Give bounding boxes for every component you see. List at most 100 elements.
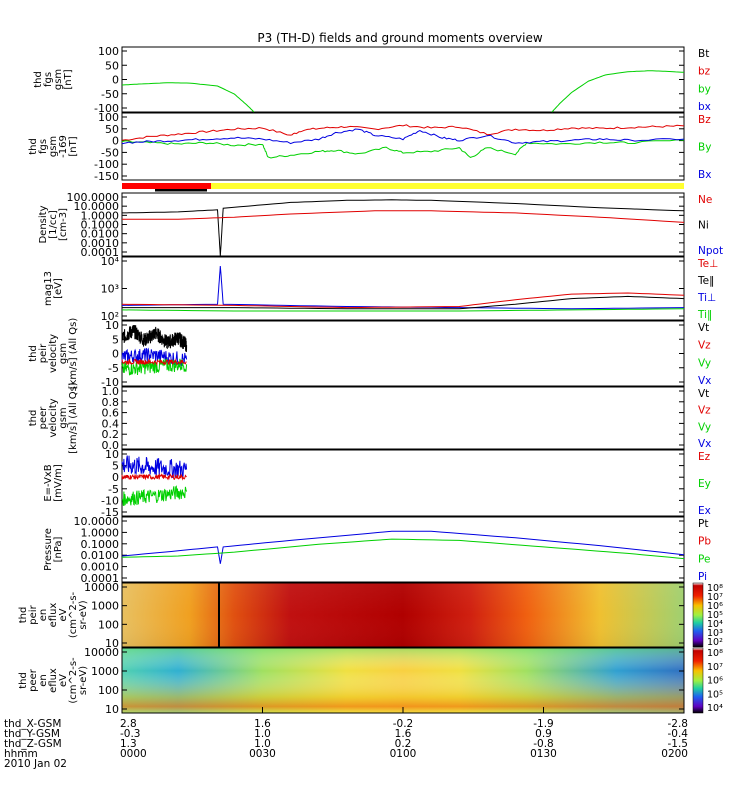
y-axis-label-line: [mV/m] — [53, 464, 64, 502]
legend-Te‖: Te‖ — [697, 275, 714, 287]
panel-frame — [121, 449, 685, 517]
y-tick-label: 10 — [105, 637, 119, 650]
panel-frame — [121, 46, 685, 113]
ion-spec-gap — [218, 583, 220, 647]
legend-Pi: Pi — [698, 571, 707, 583]
legend-Ti‖: Ti‖ — [697, 309, 712, 321]
y-tick-label: 10.0000 — [74, 515, 120, 528]
legend-Vt: Vt — [698, 322, 709, 334]
y-axis-label-line: Pressure — [43, 528, 54, 571]
y-axis-label-line: [cm-3] — [58, 208, 69, 241]
colorbar-label: 10⁷ — [707, 592, 723, 603]
series-Vt — [121, 324, 188, 352]
y-axis-label: thdpeerenefluxeV(cm^2-s-sr-eV) — [18, 657, 89, 704]
y-axis-label-line: gsm — [58, 343, 69, 364]
x-value: 0000 — [120, 748, 147, 760]
y-tick-label: 10000 — [84, 646, 119, 659]
y-tick-label: 100 — [98, 111, 119, 124]
x-value: 0030 — [249, 748, 276, 760]
y-axis-label-line: velocity — [48, 398, 59, 437]
y-axis-label-line: thd — [33, 71, 44, 88]
status-bar-red — [122, 183, 211, 189]
y-axis-label-line: [eV] — [53, 278, 64, 299]
colorbar-label: 10² — [707, 637, 723, 648]
y-tick-label: 1000 — [91, 600, 119, 613]
y-tick-label: -15 — [101, 506, 119, 519]
legend-Vz: Vz — [698, 340, 711, 352]
x-value: 1.6 — [254, 718, 271, 730]
y-axis-label-line: mag13 — [43, 271, 54, 306]
electron-spectrogram — [122, 648, 684, 713]
y-tick-label: 1000 — [91, 665, 119, 678]
y-tick-label: 0.0 — [102, 439, 120, 452]
y-tick-label: 0.6 — [102, 407, 120, 420]
y-tick-label: 0.4 — [102, 417, 120, 430]
y-axis-label-line: [km/s] (All Qs) — [68, 318, 79, 390]
ion-spectrogram — [122, 583, 684, 647]
x-value: -2.8 — [668, 718, 689, 730]
y-tick-label: 5 — [112, 333, 119, 346]
y-tick-label: -100 — [94, 158, 119, 171]
y-axis-label-line: fgs — [43, 72, 54, 87]
series-Ni — [121, 199, 685, 257]
y-tick-label: 10 — [105, 319, 119, 332]
x-value: 0200 — [661, 748, 688, 760]
y-tick-label: 10000 — [84, 581, 119, 594]
panel-peer_spec: 10000 1000 100 10 thdpeerenefluxeV(cm^2-s-sr… — [18, 646, 723, 716]
y-axis-label: thdpeirvelocitygsm[km/s] (All Qs) — [28, 318, 79, 390]
y-axis-label-line: thd — [28, 138, 39, 155]
colorbar-ele — [692, 647, 704, 714]
panel-peir: 105 0-5-10 thdpeirvelocitygsm[km/s] (All Q… — [28, 318, 711, 390]
x-value: -0.2 — [393, 718, 414, 730]
series-by — [121, 82, 255, 113]
y-axis-label-line: -169 — [58, 135, 69, 158]
legend-Ex: Ex — [698, 505, 711, 517]
y-tick-label: -5 — [108, 362, 119, 375]
legend-Ne: Ne — [698, 194, 712, 206]
y-tick-label: -50 — [101, 88, 119, 101]
y-axis-label-line: [nT] — [68, 136, 79, 156]
colorbar-label: 10³ — [707, 628, 723, 639]
series-Te‖ — [122, 295, 685, 310]
plot-title: P3 (TH-D) fields and ground moments over… — [257, 31, 542, 45]
series-By — [121, 139, 685, 159]
y-tick-label: 100 — [98, 684, 119, 697]
series-Te⊥ — [121, 292, 685, 309]
x-row-label: hhmm — [4, 748, 38, 760]
y-tick-label: -100 — [94, 102, 119, 115]
panel-peir_spec: 10000 1000 100 10 thdpeirenefluxeV(cm^2-s-sr… — [18, 581, 723, 650]
panel-frame — [121, 112, 685, 181]
colorbar-label: 10⁵ — [707, 689, 723, 700]
status-bar-yellow — [211, 183, 684, 189]
series-Ti⊥ — [121, 265, 685, 310]
panel-frame — [121, 516, 685, 583]
y-tick-label: -5 — [108, 483, 119, 496]
legend-Pe: Pe — [698, 553, 710, 565]
y-tick-label: -10 — [101, 376, 119, 389]
y-axis-label-line: peer — [38, 406, 49, 430]
y-tick-label: 1.0000 — [81, 209, 120, 222]
x-value: 0100 — [390, 748, 417, 760]
x-value: 1.3 — [120, 738, 137, 750]
y-axis-label-line: gsm — [58, 407, 69, 428]
legend-bx: bx — [698, 101, 711, 113]
y-axis-label-line: (cm^2-s- — [68, 657, 79, 704]
colorbar-label: 10⁵ — [707, 610, 723, 621]
y-axis-label-line: [nPa] — [53, 536, 64, 562]
y-axis-label-line: [1/cc] — [48, 210, 59, 239]
y-axis-label-line: [km/s] (All Qs) — [68, 382, 79, 454]
panel-peer: 1.00.80.60.40.20.0 thdpeervelocitygsm[km/… — [28, 382, 711, 454]
y-axis-label: Pressure[nPa] — [43, 528, 64, 571]
series-Bx — [121, 128, 685, 145]
x-value: -0.8 — [533, 738, 554, 750]
y-axis-label-line: sr-eV) — [78, 600, 89, 629]
y-axis-label: thdfgsgsm[nT] — [33, 69, 74, 90]
colorbar-label: 10⁸ — [707, 648, 723, 659]
y-axis-label-line: gsm — [48, 136, 59, 157]
y-axis-label-line: thd — [28, 410, 39, 427]
